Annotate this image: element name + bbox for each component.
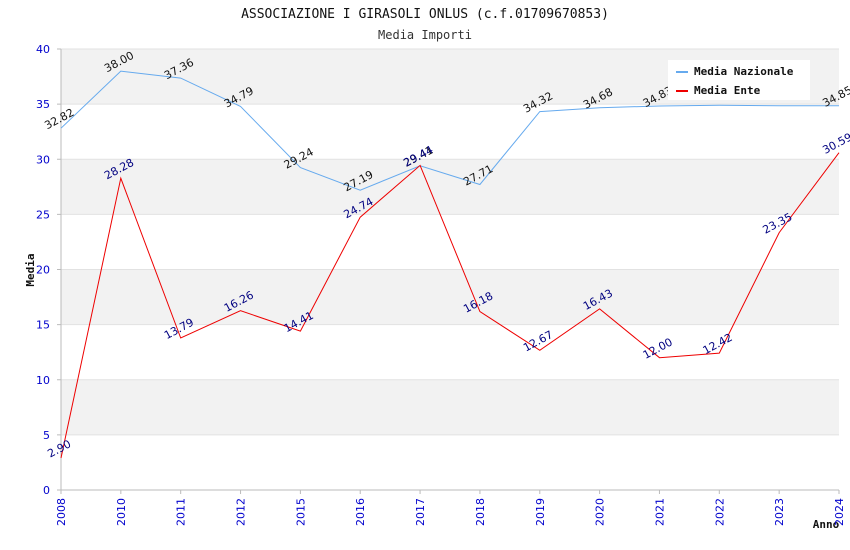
x-axis-label: Anno [813,518,840,531]
y-tick-label: 0 [43,484,50,497]
y-axis-label: Media [24,253,37,286]
legend-box [668,60,810,100]
x-tick-label: 2018 [474,498,487,526]
x-tick-label: 2024 [833,498,846,526]
data-label-media-ente: 30.59 [820,131,850,157]
y-tick-label: 15 [36,319,50,332]
x-tick-label: 2016 [354,498,367,526]
y-tick-label: 25 [36,208,50,221]
x-tick-label: 2012 [235,498,248,526]
grid-band [61,159,839,215]
x-tick-label: 2011 [175,498,188,526]
x-tick-labels: 2008 2010 2011 2012 2015 2016 2017 2018 2019 2020… [55,498,846,526]
legend-label-media-ente: Media Ente [694,84,761,97]
grid-band [61,379,839,435]
x-tick-label: 2021 [653,498,666,526]
y-tick-label: 40 [36,43,50,56]
y-tick-label: 5 [43,429,50,442]
y-tick-label: 20 [36,264,50,277]
x-tick-label: 2019 [534,498,547,526]
x-tick-label: 2023 [773,498,786,526]
grid-lines [57,48,840,494]
x-tick-label: 2017 [414,498,427,526]
legend-label-media-nazionale: Media Nazionale [694,65,794,78]
legend: Media Nazionale Media Ente [668,60,810,100]
y-tick-label: 30 [36,153,50,166]
y-tick-labels: 0 5 10 15 20 25 30 35 40 [36,43,50,497]
grid-bands [61,49,839,435]
x-tick-label: 2015 [294,498,307,526]
grid-band [61,269,839,325]
y-tick-label: 10 [36,374,50,387]
data-label-media-ente: 12.67 [521,328,555,354]
chart-title: ASSOCIAZIONE I GIRASOLI ONLUS (c.f.01709… [241,7,609,22]
x-tick-label: 2008 [55,498,68,526]
series-line-media-nazionale [60,70,839,191]
series-line-media-ente [60,152,840,459]
chart-subtitle: Media Importi [378,28,472,42]
series-lines [60,70,840,459]
y-tick-label: 35 [36,98,50,111]
x-tick-label: 2020 [594,498,607,526]
x-tick-label: 2010 [115,498,128,526]
x-tick-label: 2022 [713,498,726,526]
data-label-media-ente: 12.00 [641,335,675,361]
